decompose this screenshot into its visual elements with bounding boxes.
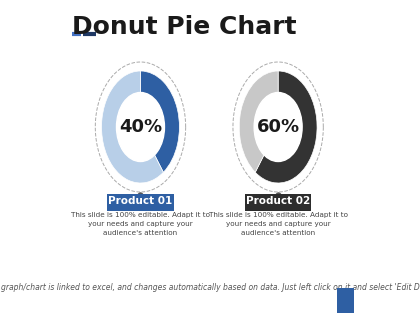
Circle shape	[116, 93, 165, 162]
Text: Product 01: Product 01	[108, 197, 173, 207]
Wedge shape	[102, 71, 163, 183]
FancyBboxPatch shape	[245, 193, 311, 210]
Text: Donut Pie Chart: Donut Pie Chart	[72, 15, 297, 39]
Wedge shape	[255, 71, 317, 183]
Text: 40%: 40%	[119, 118, 162, 136]
Text: This graph/chart is linked to excel, and changes automatically based on data. Ju: This graph/chart is linked to excel, and…	[0, 283, 420, 291]
Wedge shape	[140, 71, 179, 172]
Text: 60%: 60%	[257, 118, 300, 136]
FancyBboxPatch shape	[336, 288, 354, 313]
Text: This slide is 100% editable. Adapt it to
your needs and capture your
audience's : This slide is 100% editable. Adapt it to…	[209, 212, 348, 236]
Circle shape	[254, 93, 302, 162]
Wedge shape	[239, 71, 278, 172]
Text: This slide is 100% editable. Adapt it to
your needs and capture your
audience's : This slide is 100% editable. Adapt it to…	[71, 212, 210, 236]
FancyBboxPatch shape	[108, 193, 173, 210]
Text: Product 02: Product 02	[246, 197, 310, 207]
